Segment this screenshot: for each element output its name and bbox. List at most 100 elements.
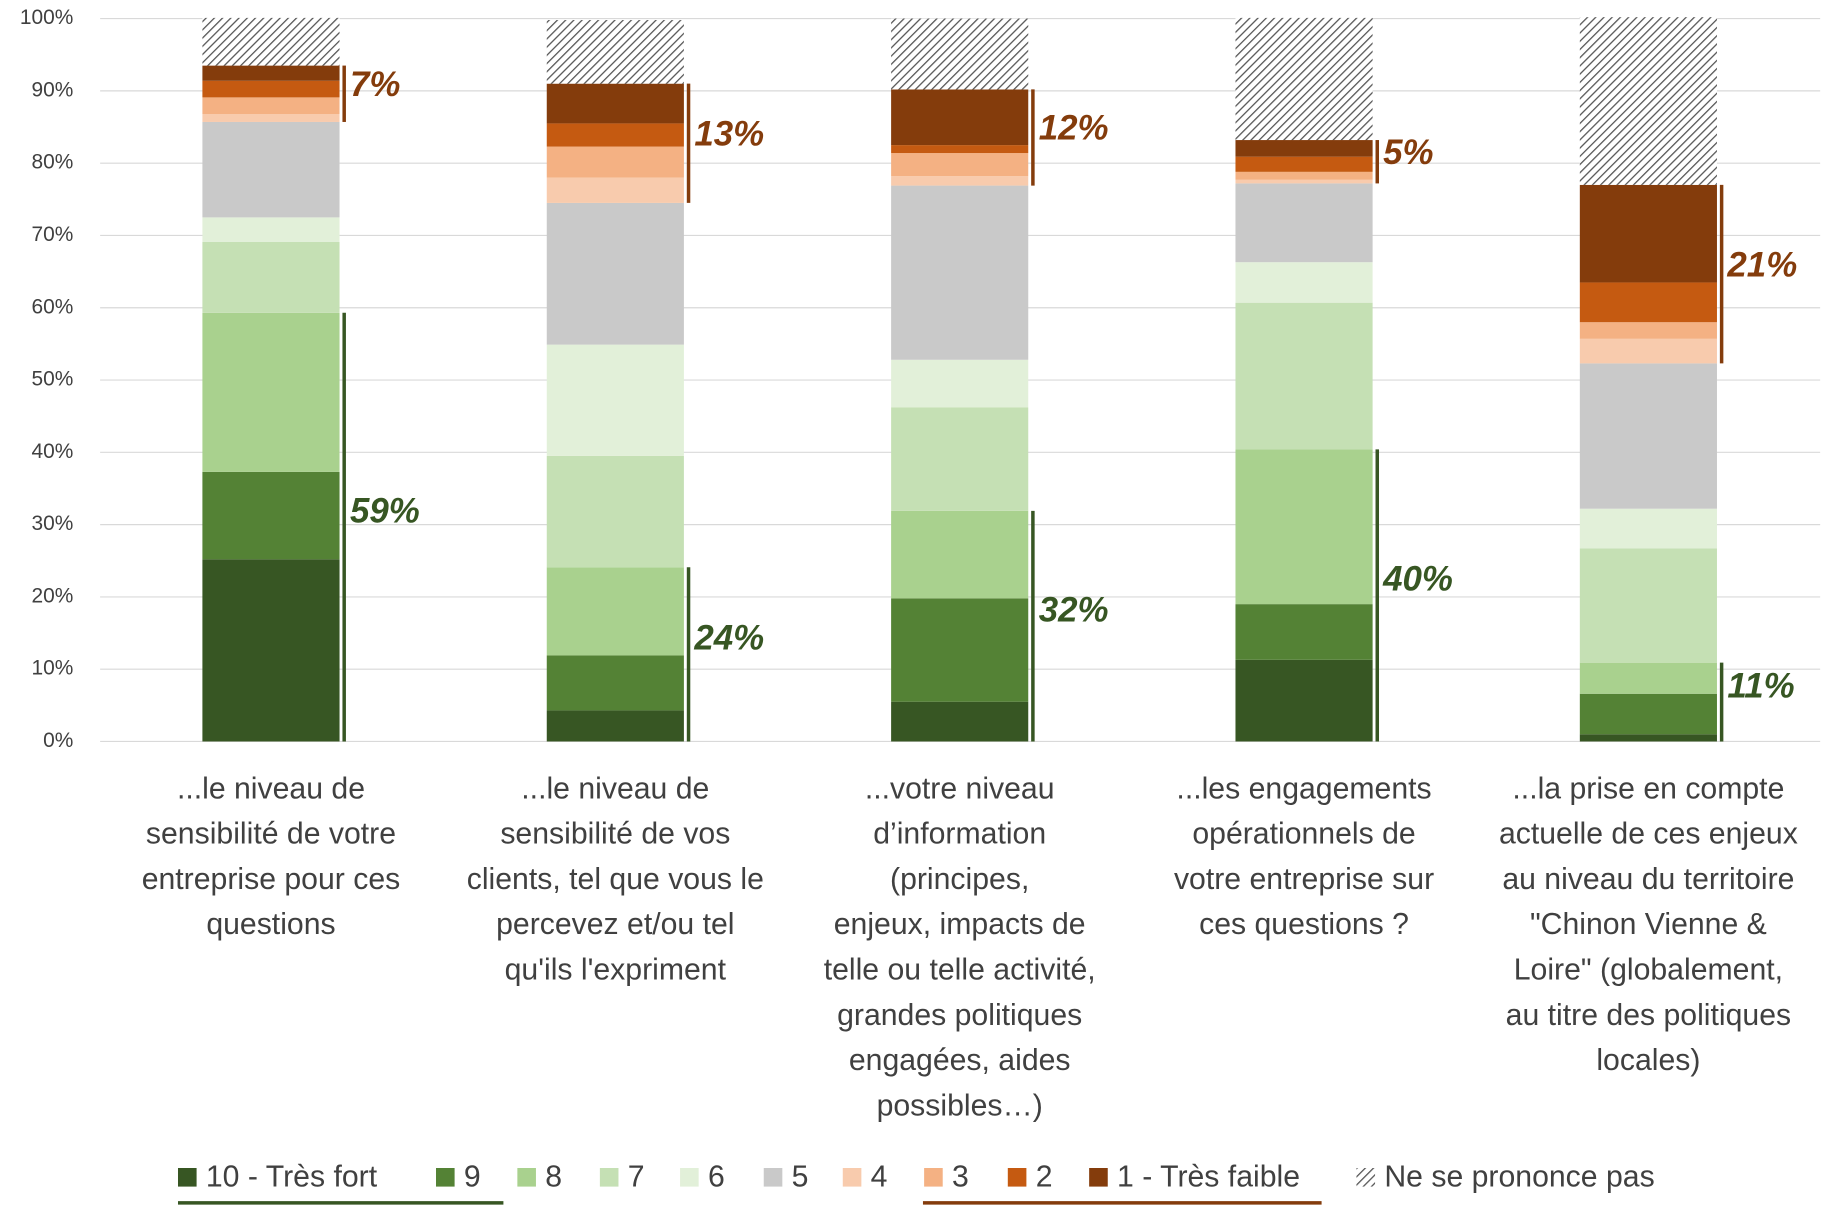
legend-label: 1 - Très faible [1117,1160,1300,1193]
x-tick-label: entreprise pour ces [142,863,401,896]
bar-segment [202,17,340,66]
y-tick-label: 30% [32,512,74,535]
bar-segment [891,89,1029,146]
bar-segment [546,123,684,147]
x-tick-label: ...la prise en compte [1512,772,1784,805]
legend-label: 6 [708,1160,725,1193]
bar-segment [1235,183,1373,263]
x-tick-label: (principes, [890,863,1029,896]
bar-segment [1579,184,1717,283]
bar-segment [202,65,340,81]
x-tick-label: possibles…) [877,1090,1043,1123]
bar-segment [1579,662,1717,694]
bar-segment [202,80,340,98]
bar-segment [1579,734,1717,742]
x-tick-label: telle ou telle activité, [824,954,1096,987]
bar-segment [546,567,684,656]
bar-segment [202,97,340,115]
y-tick-label: 0% [43,729,73,752]
bar-segment [1579,548,1717,663]
legend-swatch [680,1167,699,1187]
legend-label: 8 [545,1160,562,1193]
bar-segment [891,407,1029,511]
bar-segment [891,598,1029,702]
legend-swatch [177,1167,197,1187]
x-tick-label: actuelle de ces enjeux [1499,818,1798,851]
bar-segment [891,510,1029,599]
y-tick-label: 20% [32,584,74,607]
bar-segment [546,655,684,711]
bar-segment [1579,338,1717,364]
negative-label: 21% [1726,245,1797,284]
x-tick-label: au niveau du territoire [1502,863,1794,896]
x-tick-label: ces questions ? [1199,908,1409,941]
bar-segment [1235,179,1373,184]
legend-label: 5 [792,1160,809,1193]
negative-label: 12% [1039,109,1109,148]
positive-label: 11% [1727,666,1794,705]
x-tick-label: locales) [1596,1044,1700,1077]
legend-swatch [599,1167,619,1187]
positive-label: 32% [1039,590,1109,629]
x-tick-label: opérationnels de [1192,818,1415,851]
x-tick-label: "Chinon Vienne & [1530,908,1767,941]
x-tick-label: ...les engagements [1176,772,1431,805]
x-tick-label: ...le niveau de [521,772,709,805]
legend-swatch [436,1167,455,1187]
y-tick-label: 100% [20,6,73,29]
bar-segment [891,145,1029,154]
negative-label: 5% [1383,133,1433,172]
y-tick-label: 90% [32,78,74,101]
y-tick-label: 80% [32,151,74,174]
bar-segment [1235,604,1373,660]
legend-swatch [1356,1167,1376,1187]
bar-segment [1235,449,1373,605]
legend-swatch [842,1167,862,1187]
legend-label: 2 [1036,1160,1053,1193]
bar-segment [546,20,684,84]
y-tick-label: 70% [32,223,74,246]
bar-segment [1235,302,1373,450]
y-tick-label: 60% [32,295,74,318]
y-tick-label: 50% [32,368,74,391]
legend-label: 10 - Très fort [206,1160,378,1193]
legend-swatch [517,1167,536,1187]
bar-segment [202,114,340,122]
bar-segment [1579,693,1717,735]
positive-label: 59% [350,491,420,530]
legend-label: 9 [464,1160,481,1193]
bar-segment [1235,659,1373,742]
x-tick-label: clients, tel que vous le [467,863,764,896]
x-tick-label: ...votre niveau [865,772,1055,805]
bar-segment [1235,262,1373,303]
bar-segment [546,83,684,124]
bar-segment [1579,17,1717,185]
bar-segment [546,710,684,742]
x-tick-label: sensibilité de vos [500,818,730,851]
bar-segment [1235,17,1373,141]
legend-label: 7 [628,1160,645,1193]
bar-segment [891,153,1029,177]
x-tick-label: d’information [873,818,1046,851]
bar-segment [1579,282,1717,323]
legend-swatch [763,1167,783,1187]
x-tick-label: grandes politiques [837,999,1082,1032]
x-tick-label: au titre des politiques [1506,999,1791,1032]
bar-segment [546,455,684,568]
bar-segment [1235,171,1373,180]
bar-segment [1235,156,1373,172]
bar-segment [202,312,340,472]
bar-segment [1579,322,1717,339]
bar-segment [202,241,340,313]
bar-segment [202,471,340,560]
positive-label: 24% [693,619,764,658]
legend-swatch [1089,1167,1108,1187]
positive-label: 40% [1382,560,1453,599]
bar-segment [202,121,340,218]
x-tick-label: enjeux, impacts de [834,908,1086,941]
legend-swatch [924,1167,943,1187]
legend-label: Ne se prononce pas [1384,1160,1654,1193]
negative-label: 13% [694,115,764,154]
